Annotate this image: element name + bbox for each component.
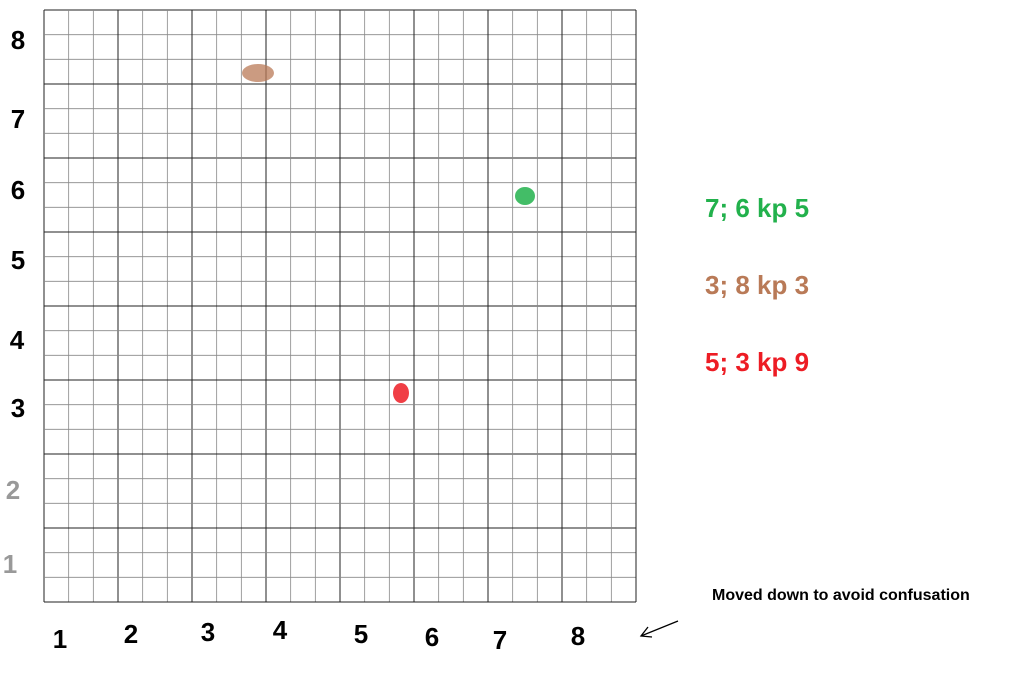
row-label: 5 [11, 245, 25, 275]
column-label: 2 [124, 619, 138, 649]
row-label: 8 [11, 25, 25, 55]
brown-dot [242, 64, 274, 82]
column-label: 8 [571, 621, 585, 651]
row-label: 6 [11, 175, 25, 205]
column-label: 5 [354, 619, 368, 649]
row-label: 7 [11, 104, 25, 134]
legend-entry: 7; 6 kp 5 [705, 193, 809, 223]
row-label: 1 [3, 549, 17, 579]
arrow [639, 620, 679, 638]
row-label: 4 [10, 325, 25, 355]
green-dot [515, 187, 535, 205]
red-dot [393, 383, 409, 403]
column-label: 3 [201, 617, 215, 647]
column-label: 6 [425, 622, 439, 652]
legend-entry: 3; 8 kp 3 [705, 270, 809, 300]
grid [43, 9, 637, 603]
column-label: 4 [273, 615, 288, 645]
row-label: 3 [11, 393, 25, 423]
row-label: 2 [6, 475, 20, 505]
legend-entry: 5; 3 kp 9 [705, 347, 809, 377]
column-label: 1 [53, 624, 67, 654]
dots [242, 64, 535, 403]
column-label: 7 [493, 625, 507, 655]
note: Moved down to avoid confusation [712, 587, 970, 604]
